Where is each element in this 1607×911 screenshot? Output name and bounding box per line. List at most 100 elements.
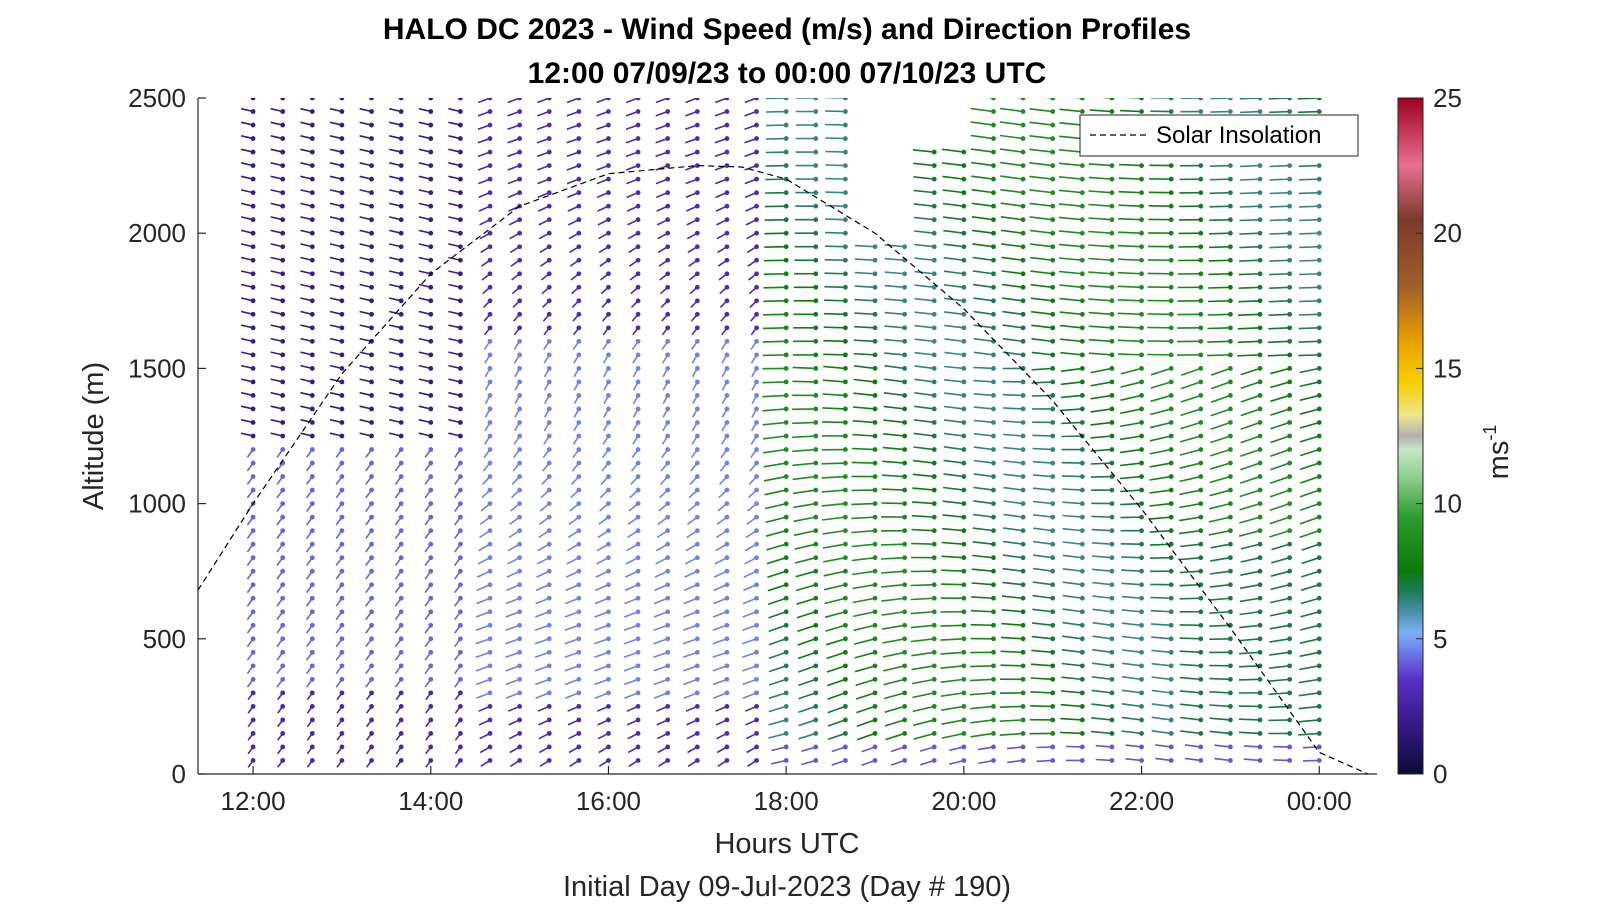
- wind-barb-shaft: [1090, 435, 1113, 439]
- wind-barb-point: [1257, 528, 1263, 534]
- wind-barb-point: [665, 609, 671, 615]
- wind-barb-point: [1079, 352, 1085, 358]
- wind-barb-point: [1198, 352, 1204, 358]
- wind-barb-point: [1198, 541, 1204, 547]
- wind-barb-point: [606, 109, 611, 114]
- wind-barb-point: [783, 744, 789, 750]
- wind-barb-point: [931, 230, 937, 236]
- wind-barb-shaft: [851, 543, 876, 548]
- wind-barb-point: [1168, 474, 1174, 479]
- wind-barb-point: [902, 582, 908, 588]
- wind-barb-point: [813, 366, 819, 371]
- wind-barb-point: [280, 379, 286, 385]
- wind-barb-shaft: [594, 624, 609, 632]
- wind-barb-shaft: [883, 419, 905, 424]
- wind-barb-point: [280, 311, 286, 317]
- wind-barb-shaft: [1058, 162, 1083, 167]
- wind-barb-point: [694, 663, 700, 669]
- wind-barb-shaft: [1239, 624, 1261, 629]
- wind-barb-point: [813, 609, 819, 615]
- wind-barb-point: [369, 731, 374, 736]
- wind-barb-point: [606, 230, 611, 236]
- wind-barb-shaft: [1000, 636, 1024, 640]
- wind-barb-shaft: [884, 705, 905, 713]
- wind-barb-point: [813, 622, 819, 628]
- wind-barb-shaft: [971, 175, 994, 180]
- wind-barb-point: [872, 649, 878, 655]
- wind-barb-shaft: [1179, 676, 1201, 681]
- wind-barb-point: [902, 609, 908, 615]
- wind-barb-point: [1316, 609, 1322, 615]
- wind-barb-point: [457, 98, 463, 101]
- wind-barb-shaft: [762, 327, 787, 330]
- wind-barb-point: [813, 690, 819, 696]
- wind-barb-point: [1168, 582, 1174, 588]
- wind-barb-point: [754, 514, 759, 520]
- wind-barb-point: [309, 541, 315, 547]
- wind-barb-shaft: [1297, 110, 1320, 114]
- wind-barb-shaft: [973, 379, 994, 383]
- wind-barb-point: [754, 352, 759, 358]
- wind-barb-shaft: [943, 459, 964, 464]
- wind-barb-point: [339, 311, 345, 317]
- wind-barb-point: [813, 230, 819, 236]
- wind-barb-point: [694, 176, 700, 182]
- wind-barb-point: [1316, 731, 1322, 736]
- wind-barb-shaft: [940, 583, 964, 586]
- wind-barb-point: [842, 622, 848, 628]
- wind-barb-point: [428, 190, 434, 196]
- wind-barb-shaft: [1091, 717, 1113, 721]
- wind-barb-point: [309, 528, 315, 534]
- wind-barb-point: [1020, 406, 1026, 412]
- wind-barb-point: [576, 366, 582, 371]
- wind-barb-shaft: [1091, 515, 1112, 518]
- colorbar-tick-label: 0: [1433, 759, 1447, 789]
- wind-barb-shaft: [1270, 583, 1290, 591]
- wind-barb-point: [872, 514, 878, 520]
- wind-barb-point: [783, 595, 789, 601]
- wind-barb-shaft: [1000, 216, 1024, 221]
- wind-barb-point: [961, 244, 967, 250]
- wind-barb-point: [872, 595, 878, 601]
- wind-barb-point: [606, 366, 611, 371]
- wind-barb-shaft: [1092, 635, 1113, 640]
- wind-barb-point: [665, 366, 671, 371]
- colorbar-label: ms-1: [1480, 425, 1515, 480]
- wind-barb-point: [1198, 663, 1204, 669]
- wind-barb-point: [1316, 338, 1322, 344]
- wind-barb-point: [961, 690, 967, 696]
- wind-barb-point: [1079, 758, 1085, 763]
- wind-barb-shaft: [1003, 446, 1024, 451]
- wind-barb-point: [1109, 109, 1115, 114]
- wind-barb-shaft: [853, 392, 876, 397]
- wind-barb-point: [931, 284, 937, 290]
- wind-barb-point: [991, 190, 996, 196]
- wind-barb-point: [487, 98, 493, 101]
- wind-barb-point: [517, 460, 523, 466]
- wind-barb-shaft: [1208, 286, 1231, 289]
- wind-barb-point: [309, 163, 315, 169]
- wind-barb-point: [665, 474, 671, 479]
- wind-barb-shaft: [883, 665, 905, 672]
- wind-barb-shaft: [1089, 109, 1112, 113]
- wind-barb-point: [398, 217, 404, 223]
- wind-barb-point: [1316, 582, 1322, 588]
- wind-barb-point: [991, 379, 996, 385]
- wind-barb-shaft: [881, 583, 905, 588]
- wind-barb-point: [398, 636, 404, 642]
- wind-barb-point: [250, 311, 256, 317]
- wind-barb-point: [1079, 338, 1085, 344]
- wind-barb-point: [309, 257, 315, 263]
- wind-barb-point: [250, 271, 256, 277]
- wind-barb-shaft: [534, 665, 550, 672]
- wind-barb-point: [1316, 406, 1322, 412]
- wind-barb-shaft: [763, 475, 787, 482]
- wind-barb-shaft: [1237, 354, 1261, 357]
- wind-barb-point: [842, 758, 848, 763]
- wind-barb-point: [428, 325, 434, 331]
- wind-barb-point: [1287, 433, 1293, 439]
- wind-barb-shaft: [1243, 758, 1261, 762]
- wind-barb-shaft: [823, 353, 846, 356]
- wind-barb-point: [724, 636, 730, 642]
- wind-barb-shaft: [851, 461, 876, 464]
